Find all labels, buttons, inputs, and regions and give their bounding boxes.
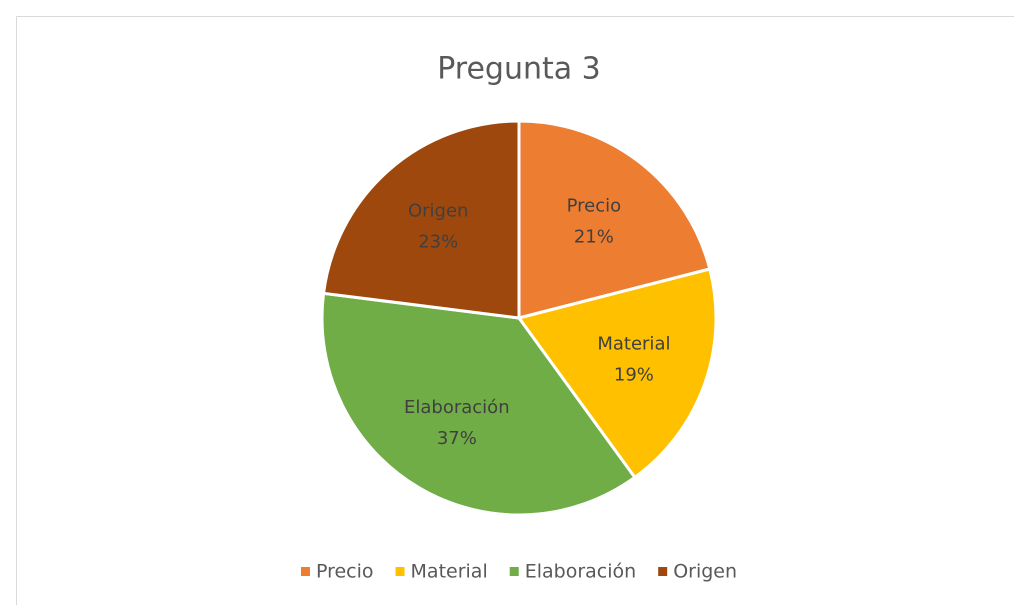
legend-label: Elaboración (525, 561, 636, 583)
legend-label: Precio (316, 561, 374, 583)
pie-slice (321, 119, 521, 320)
slice-value: 37% (437, 428, 477, 449)
slice-value: 21% (574, 226, 614, 247)
slice-label: Material (597, 333, 670, 354)
slice-label: Elaboración (404, 397, 510, 418)
legend-label: Material (411, 561, 488, 583)
legend-label: Origen (673, 561, 737, 583)
slice-label: Origen (408, 200, 468, 221)
pie-slice (320, 291, 637, 517)
legend-swatch (300, 567, 310, 576)
slice-value: 23% (418, 231, 458, 252)
legend-swatch (395, 567, 405, 576)
legend-swatch (509, 567, 519, 576)
pie-slice (516, 267, 718, 480)
chart-title: Pregunta 3 (437, 52, 601, 87)
pie-slice (517, 119, 712, 320)
legend-swatch (658, 567, 668, 576)
slice-label: Precio (567, 195, 622, 216)
slice-value: 19% (614, 364, 654, 385)
